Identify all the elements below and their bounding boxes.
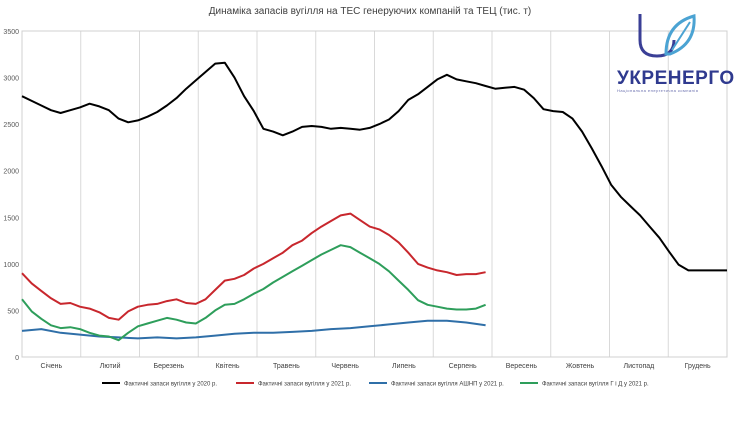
legend-label: Фактичні запаси вугілля АШНП у 2021 р. bbox=[391, 382, 504, 388]
y-tick-label: 2500 bbox=[3, 122, 19, 129]
legend-label: Фактичні запаси вугілля у 2021 р. bbox=[258, 382, 351, 388]
series-line-2 bbox=[21, 319, 486, 340]
y-tick-label: 3500 bbox=[3, 29, 19, 36]
x-tick-label: Червень bbox=[331, 363, 359, 370]
legend-label: Фактичні запаси вугілля у 2020 р. bbox=[124, 382, 217, 388]
chart-title: Динаміка запасів вугілля на ТЕС генеруюч… bbox=[208, 6, 532, 17]
x-tick-label: Вересень bbox=[506, 363, 538, 370]
x-tick-label: Грудень bbox=[685, 363, 711, 370]
x-tick-label: Липень bbox=[392, 363, 416, 370]
ukrenergo-logo-tagline: Національна енергетична компанія bbox=[617, 88, 699, 93]
x-tick-label: Серпень bbox=[449, 363, 477, 370]
logo-leaf-vein bbox=[671, 21, 691, 51]
ukrenergo-logo-icon bbox=[638, 14, 696, 58]
x-tick-label: Квітень bbox=[216, 362, 240, 370]
series-line-1 bbox=[21, 212, 486, 321]
x-tick-label: Січень bbox=[41, 362, 63, 370]
x-tick-label: Березень bbox=[154, 363, 185, 370]
x-tick-label: Листопад bbox=[623, 363, 654, 370]
y-tick-label: 1500 bbox=[3, 215, 19, 222]
y-tick-label: 3000 bbox=[3, 76, 19, 83]
logo-leaf-shape bbox=[664, 14, 696, 56]
x-tick-label: Жовтень bbox=[566, 363, 595, 370]
y-tick-label: 1000 bbox=[3, 262, 19, 269]
y-tick-label: 0 bbox=[15, 355, 19, 362]
series-line-0 bbox=[21, 61, 727, 272]
ukrenergo-logo-text: УКРЕНЕРГО bbox=[617, 68, 735, 89]
x-tick-label: Травень bbox=[273, 363, 300, 370]
y-tick-label: 500 bbox=[7, 308, 19, 315]
x-tick-label: Лютий bbox=[100, 362, 121, 370]
plot-area-frame bbox=[21, 30, 728, 358]
y-tick-label: 2000 bbox=[3, 169, 19, 176]
series-line-3 bbox=[21, 244, 486, 342]
legend-label: Фактичні запаси вугілля Г і Д у 2021 р. bbox=[542, 382, 649, 388]
